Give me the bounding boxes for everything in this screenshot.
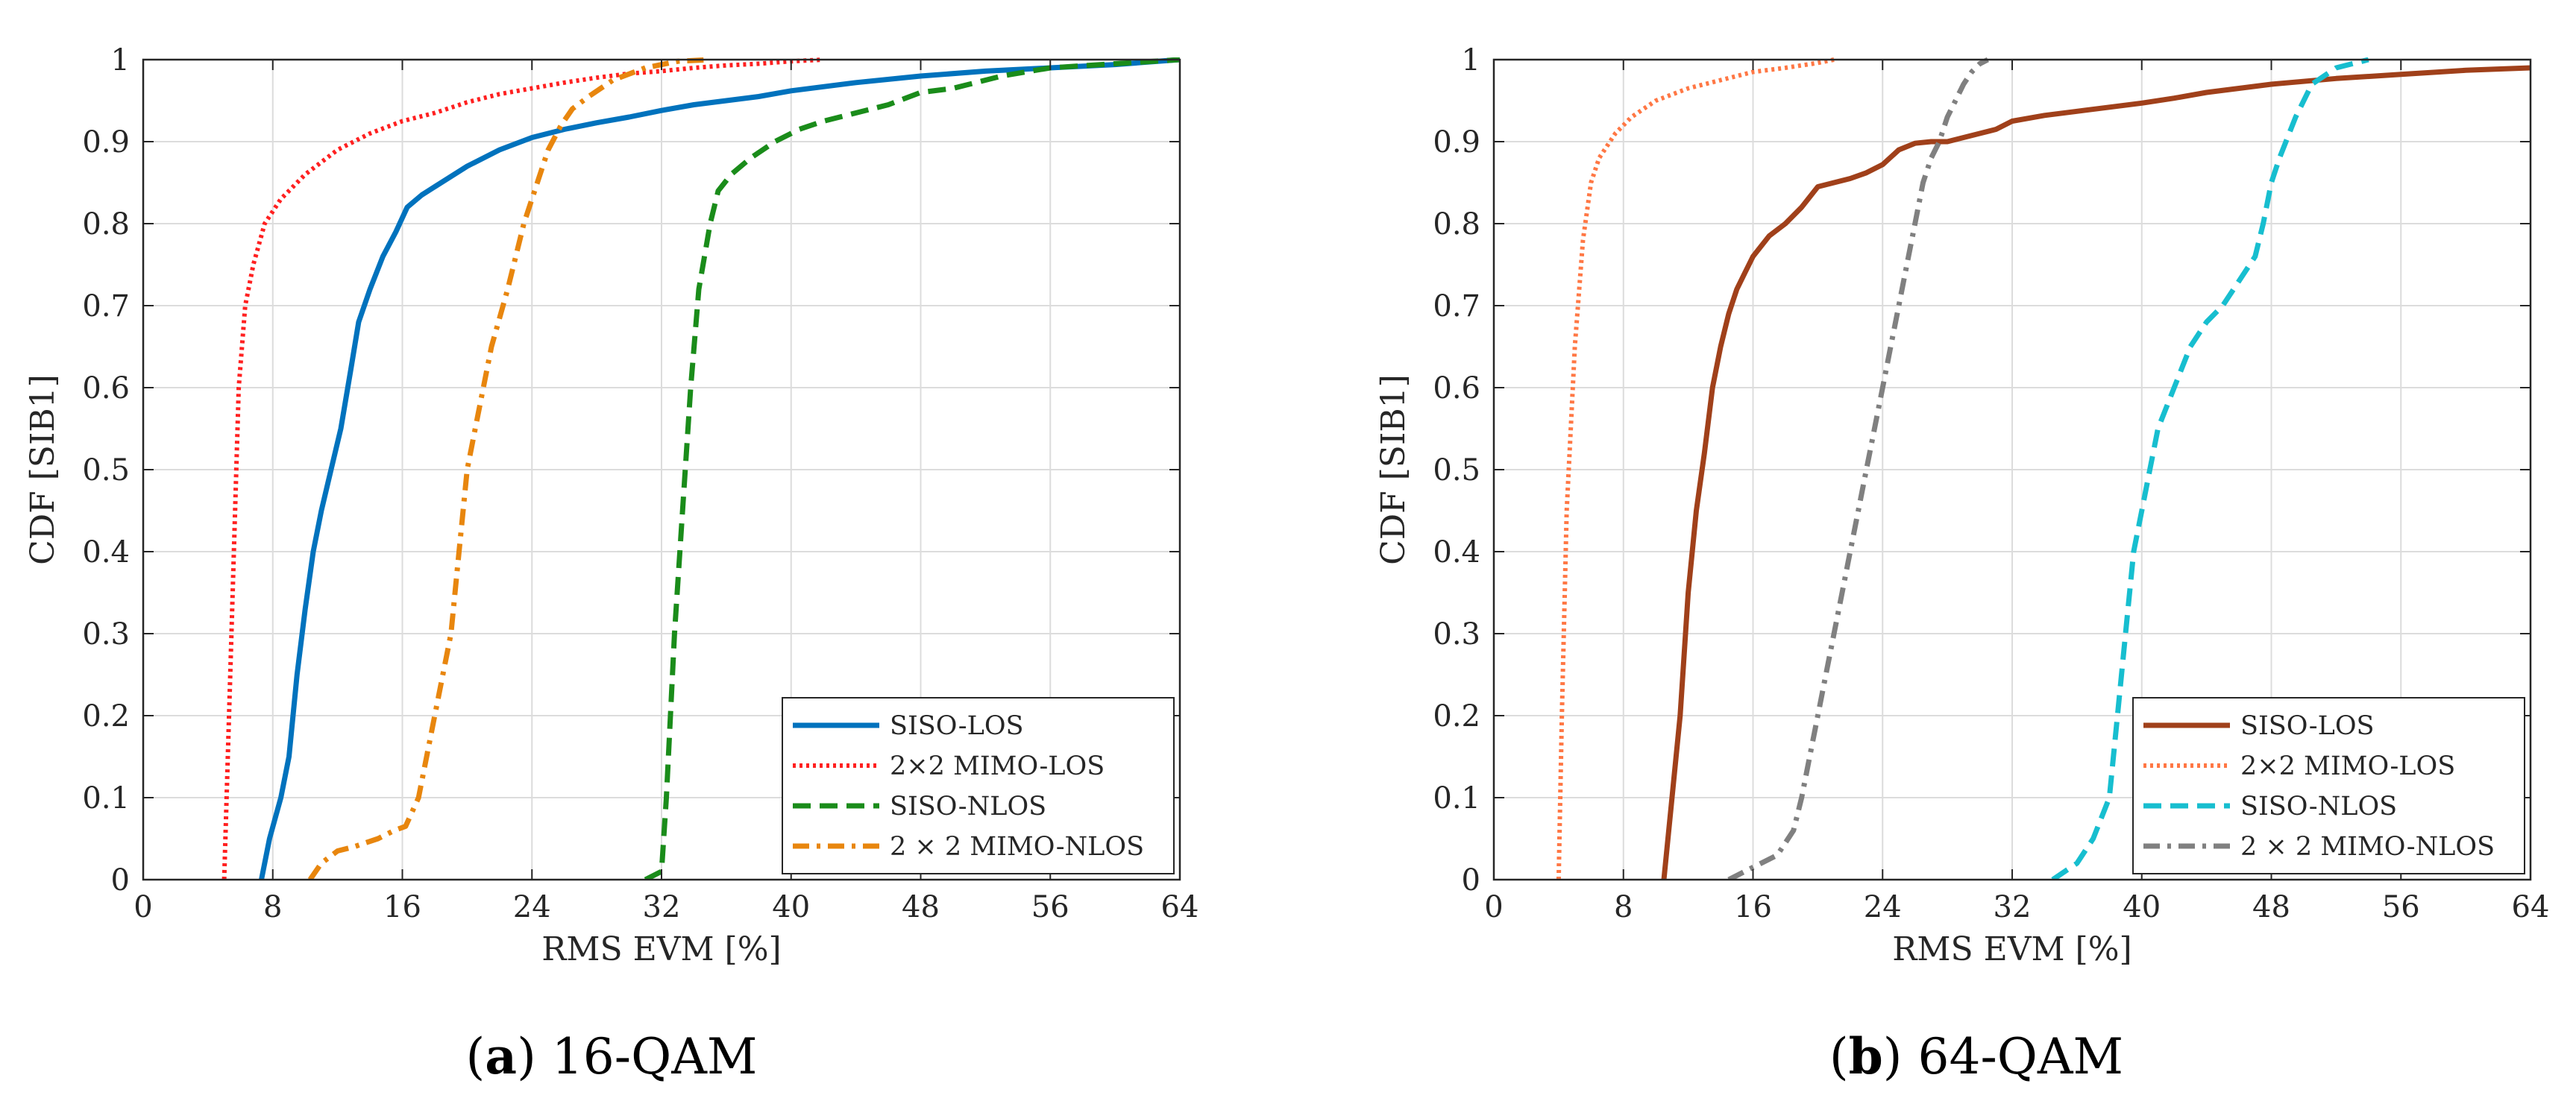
x-tick-label: 40 <box>772 890 810 924</box>
y-tick-label: 0.9 <box>1433 125 1480 160</box>
caption-paren-open: ( <box>466 1028 486 1085</box>
series-line-0 <box>259 57 1181 880</box>
x-tick-label: 48 <box>2252 890 2290 924</box>
x-tick-label: 64 <box>1161 890 1199 924</box>
y-tick-label: 0.8 <box>1433 207 1480 242</box>
y-tick-label: 0.1 <box>1433 781 1480 816</box>
y-tick-label: 0.7 <box>82 289 130 324</box>
x-tick-label: 56 <box>2382 890 2420 924</box>
x-tick-label: 24 <box>513 890 551 924</box>
y-tick-label: 0.2 <box>1433 699 1480 734</box>
subfigure-caption: (b) 64-QAM <box>1829 1027 2123 1085</box>
subfigure-caption: (a) 16-QAM <box>466 1027 758 1085</box>
y-tick-label: 0.1 <box>82 781 130 816</box>
x-tick-label: 48 <box>902 890 940 924</box>
y-tick-label: 0 <box>111 863 130 898</box>
y-tick-label: 0.7 <box>1433 289 1480 324</box>
y-tick-label: 0.9 <box>82 125 130 160</box>
legend-label-3: 2 × 2 MIMO-NLOS <box>890 832 1144 862</box>
y-axis-label: CDF [SIB1] <box>1375 374 1413 565</box>
legend-label-2: SISO-NLOS <box>2240 792 2397 822</box>
legend-label-0: SISO-LOS <box>890 711 1024 741</box>
legend-label-1: 2×2 MIMO-LOS <box>2240 751 2455 781</box>
y-tick-label: 1 <box>1462 43 1480 78</box>
x-tick-label: 32 <box>1994 890 2032 924</box>
y-tick-label: 1 <box>111 43 130 78</box>
x-axis-label: RMS EVM [%] <box>541 930 781 968</box>
caption-paren-close: ) <box>517 1028 552 1085</box>
y-tick-label: 0.4 <box>82 535 130 570</box>
x-axis-label: RMS EVM [%] <box>1892 930 2132 968</box>
caption-text: 16-QAM <box>552 1028 758 1085</box>
y-tick-label: 0.3 <box>1433 617 1480 652</box>
legend-label-2: SISO-NLOS <box>890 792 1046 822</box>
caption-paren-open: ( <box>1829 1028 1849 1085</box>
caption-text: 64-QAM <box>1918 1028 2124 1085</box>
y-tick-label: 0.8 <box>82 207 130 242</box>
series-line-3 <box>307 57 711 880</box>
x-tick-label: 64 <box>2512 890 2550 924</box>
y-tick-label: 0.4 <box>1433 535 1480 570</box>
legend: SISO-LOS 2×2 MIMO-LOS SISO-NLOS 2 × 2 MIMO-… <box>2132 697 2525 874</box>
series-line-1 <box>222 57 824 880</box>
series-line-2 <box>2051 57 2369 880</box>
series-line-3 <box>1727 57 1989 880</box>
x-tick-label: 8 <box>263 890 282 924</box>
legend: SISO-LOS 2×2 MIMO-LOS SISO-NLOS 2 × 2 MIMO-… <box>782 697 1175 874</box>
legend-label-1: 2×2 MIMO-LOS <box>890 751 1105 781</box>
legend-label-3: 2 × 2 MIMO-NLOS <box>2240 832 2495 862</box>
caption-paren-close: ) <box>1883 1028 1918 1085</box>
y-tick-label: 0.5 <box>1433 453 1480 488</box>
x-tick-label: 56 <box>1031 890 1069 924</box>
y-tick-label: 0 <box>1462 863 1480 898</box>
y-tick-label: 0.3 <box>82 617 130 652</box>
x-tick-label: 40 <box>2123 890 2161 924</box>
x-tick-label: 24 <box>1864 890 1902 924</box>
x-tick-label: 16 <box>383 890 421 924</box>
series-line-1 <box>1556 57 1835 880</box>
x-tick-label: 0 <box>1484 890 1503 924</box>
x-tick-label: 32 <box>643 890 681 924</box>
series-line-0 <box>1661 65 2531 880</box>
chart-panel-b: 0 8 16 24 32 40 48 56 64 0 0.1 0.2 0.3 0.4 0.5 0.6 0.7 0.… <box>1375 43 2549 1085</box>
y-tick-label: 0.6 <box>82 371 130 406</box>
y-tick-label: 0.2 <box>82 699 130 734</box>
x-tick-label: 0 <box>133 890 152 924</box>
series-line-2 <box>644 57 1181 880</box>
y-tick-label: 0.5 <box>82 453 130 488</box>
chart-panel-a: 0 8 16 24 32 40 48 56 64 0 0.1 0.2 0.3 0.4 0.5 0.6 0.7 0.… <box>24 43 1199 1085</box>
legend-label-0: SISO-LOS <box>2240 711 2375 741</box>
x-tick-label: 16 <box>1734 890 1772 924</box>
x-tick-label: 8 <box>1614 890 1633 924</box>
y-tick-label: 0.6 <box>1433 371 1480 406</box>
y-axis-label: CDF [SIB1] <box>24 374 62 565</box>
caption-letter: b <box>1849 1027 1883 1085</box>
caption-letter: a <box>485 1027 517 1085</box>
